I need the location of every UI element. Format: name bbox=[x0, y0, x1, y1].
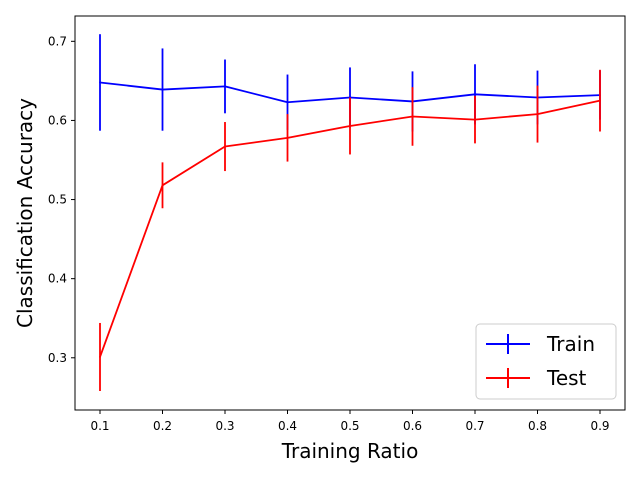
legend-train-label: Train bbox=[546, 332, 595, 356]
x-tick-label: 0.4 bbox=[278, 419, 297, 433]
test-point bbox=[474, 118, 476, 121]
test-point bbox=[411, 115, 414, 118]
legend: Train Test bbox=[475, 323, 617, 400]
train-point bbox=[474, 93, 476, 96]
x-tick-label: 0.7 bbox=[465, 419, 484, 433]
test-point bbox=[224, 145, 226, 148]
train-point bbox=[161, 88, 164, 91]
y-tick-label: 0.6 bbox=[48, 113, 67, 127]
x-tick-label: 0.8 bbox=[528, 419, 547, 433]
test-point bbox=[599, 99, 601, 102]
test-point bbox=[99, 356, 101, 358]
y-tick-label: 0.3 bbox=[48, 351, 67, 365]
test-point bbox=[349, 125, 351, 127]
y-tick-label: 0.7 bbox=[48, 34, 67, 48]
test-point bbox=[161, 184, 164, 187]
y-tick-label: 0.5 bbox=[48, 193, 67, 207]
series-test bbox=[99, 69, 601, 392]
y-axis-title: Classification Accuracy bbox=[13, 98, 37, 328]
y-tick-label: 0.4 bbox=[48, 272, 67, 286]
x-tick-label: 0.9 bbox=[590, 419, 609, 433]
x-tick-label: 0.1 bbox=[90, 419, 109, 433]
legend-box bbox=[475, 323, 617, 400]
series-layer bbox=[99, 34, 601, 392]
x-tick-label: 0.2 bbox=[153, 419, 172, 433]
test-point bbox=[536, 113, 539, 116]
legend-test-label: Test bbox=[546, 366, 587, 390]
x-tick-label: 0.5 bbox=[340, 419, 359, 433]
train-point bbox=[224, 85, 226, 88]
train-point bbox=[99, 81, 101, 84]
test-point bbox=[286, 136, 289, 139]
x-tick-label: 0.3 bbox=[215, 419, 234, 433]
x-tick-label: 0.6 bbox=[403, 419, 422, 433]
x-axis: 0.1 0.2 0.3 0.4 0.5 0.6 0.7 0.8 0.9 bbox=[90, 410, 610, 433]
y-axis: 0.3 0.4 0.5 0.6 0.7 bbox=[48, 34, 75, 365]
train-point bbox=[286, 101, 289, 104]
x-axis-title: Training Ratio bbox=[281, 439, 419, 463]
